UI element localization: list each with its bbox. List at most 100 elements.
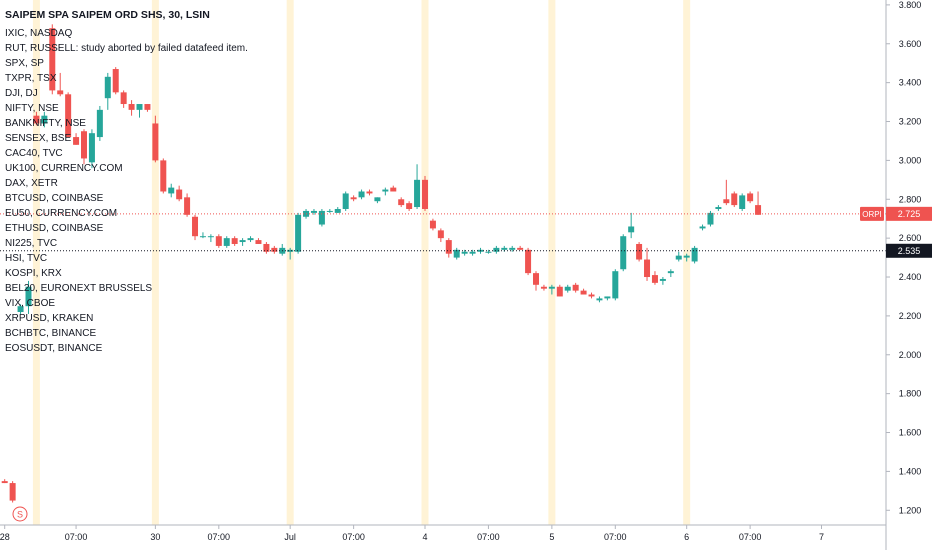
candle-down[interactable] <box>81 129 87 165</box>
candle-up[interactable] <box>620 234 627 272</box>
candle-up[interactable] <box>382 187 389 196</box>
candle-up[interactable] <box>104 72 111 110</box>
candle-down[interactable] <box>215 234 222 248</box>
candle-up[interactable] <box>612 269 619 301</box>
candle-up[interactable] <box>675 251 682 262</box>
legend-item[interactable]: DAX, XETR <box>5 178 58 189</box>
candle-down[interactable] <box>525 247 532 276</box>
candle-up[interactable] <box>17 304 24 314</box>
candle-down[interactable] <box>572 282 579 293</box>
candle-down[interactable] <box>1 479 8 484</box>
candle-down[interactable] <box>176 185 183 202</box>
price-axis[interactable]: 3.800 3.600 3.400 3.200 3.000 2.800 2.600 2.400… <box>886 0 921 515</box>
candle-up[interactable] <box>374 197 381 204</box>
candle-up[interactable] <box>96 105 103 141</box>
legend-item[interactable]: EOSUSDT, BINANCE <box>5 343 103 354</box>
candle-up[interactable] <box>239 238 246 246</box>
candle-up[interactable] <box>279 243 286 256</box>
candle-up[interactable] <box>715 205 722 211</box>
candle-down[interactable] <box>651 271 658 285</box>
candle-up[interactable] <box>207 234 214 243</box>
candle-down[interactable] <box>160 158 167 194</box>
candle-up[interactable] <box>326 208 333 213</box>
candle-down[interactable] <box>112 67 119 95</box>
candle-up[interactable] <box>683 253 690 262</box>
candle-down[interactable] <box>517 245 524 250</box>
candle-up[interactable] <box>699 224 706 231</box>
legend-item[interactable]: HSI, TVC <box>5 253 48 264</box>
candle-down[interactable] <box>263 242 270 254</box>
legend-item[interactable]: SPX, SP <box>5 58 44 69</box>
candle-down[interactable] <box>445 238 452 258</box>
candle-up[interactable] <box>199 232 206 239</box>
candle-down[interactable] <box>271 245 278 254</box>
candle-down[interactable] <box>398 197 405 208</box>
candle-down[interactable] <box>231 236 238 246</box>
candle-down[interactable] <box>390 185 397 192</box>
legend-item[interactable]: XRPUSD, KRAKEN <box>5 313 94 324</box>
candle-down[interactable] <box>723 179 730 206</box>
candle-up[interactable] <box>548 284 555 295</box>
candle-up[interactable] <box>691 245 698 264</box>
legend-item[interactable]: RUT, RUSSELL: study aborted by failed da… <box>5 43 248 54</box>
candle-up[interactable] <box>136 104 143 118</box>
candle-up[interactable] <box>604 296 611 301</box>
legend-item[interactable]: DJI, DJ <box>5 88 38 99</box>
candle-up[interactable] <box>628 212 635 239</box>
candle-up[interactable] <box>564 284 571 293</box>
candle-up[interactable] <box>596 296 603 303</box>
candle-up[interactable] <box>88 129 95 169</box>
candle-up[interactable] <box>667 269 674 278</box>
candle-up[interactable] <box>318 208 325 227</box>
candle-up[interactable] <box>739 193 746 211</box>
candle-up[interactable] <box>247 236 254 243</box>
candle-down[interactable] <box>644 247 651 281</box>
legend-item[interactable]: VIX, CBOE <box>5 298 56 309</box>
candle-down[interactable] <box>184 193 191 217</box>
candle-up[interactable] <box>168 183 175 198</box>
candle-down[interactable] <box>73 133 80 145</box>
candle-down[interactable] <box>533 271 540 291</box>
candle-down[interactable] <box>421 175 428 211</box>
legend-item[interactable]: KOSPI, KRX <box>5 268 62 279</box>
candle-up[interactable] <box>461 249 468 256</box>
candle-down[interactable] <box>588 292 595 299</box>
candle-down[interactable] <box>65 92 72 138</box>
candle-up[interactable] <box>334 207 341 213</box>
candle-down[interactable] <box>49 24 56 95</box>
candle-down[interactable] <box>540 284 547 291</box>
candle-up[interactable] <box>509 245 516 252</box>
dividend-marker[interactable]: S <box>12 506 28 522</box>
candle-down[interactable] <box>437 228 444 243</box>
candle-up[interactable] <box>342 191 349 211</box>
candle-up[interactable] <box>25 280 32 314</box>
candle-down[interactable] <box>556 284 563 297</box>
candle-down[interactable] <box>429 218 436 231</box>
legend-item[interactable]: NIFTY, NSE <box>5 103 59 114</box>
candle-down[interactable] <box>144 104 151 112</box>
candle-down[interactable] <box>755 191 762 215</box>
legend-item[interactable]: ETHUSD, COINBASE <box>5 223 104 234</box>
candle-down[interactable] <box>636 242 643 262</box>
candle-down[interactable] <box>128 100 135 116</box>
candle-up[interactable] <box>469 249 476 256</box>
candle-up[interactable] <box>414 164 421 209</box>
legend-item[interactable]: BEL20, EURONEXT BRUSSELS <box>5 283 153 294</box>
legend-item[interactable]: TXPR, TSX <box>5 73 57 84</box>
candle-down[interactable] <box>120 90 127 108</box>
candle-down[interactable] <box>152 115 159 163</box>
legend-item[interactable]: BTCUSD, COINBASE <box>5 193 104 204</box>
legend-item[interactable]: IXIC, NASDAQ <box>5 28 73 39</box>
candle-down[interactable] <box>350 195 357 202</box>
candle-down[interactable] <box>731 191 738 208</box>
candle-up[interactable] <box>287 247 294 260</box>
candle-up[interactable] <box>485 249 492 254</box>
candle-up[interactable] <box>707 210 714 227</box>
time-axis[interactable]: 28 07:00 30 07:00 Jul 07:00 4 07:00 5 07:00 6 07:00… <box>0 525 824 542</box>
candle-up[interactable] <box>659 277 666 285</box>
candle-down[interactable] <box>366 189 373 196</box>
candle-up[interactable] <box>223 236 230 248</box>
legend-item[interactable]: NI225, TVC <box>5 238 58 249</box>
candle-down[interactable] <box>57 72 64 97</box>
